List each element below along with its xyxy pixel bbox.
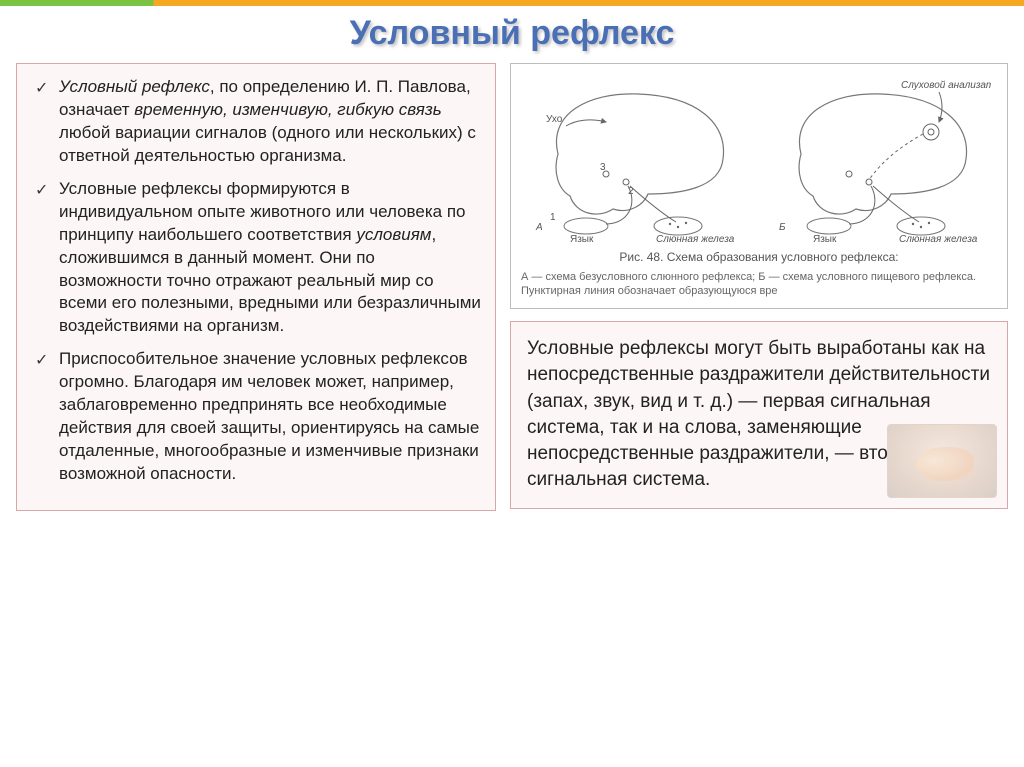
bullet-item: Условные рефлексы формируются в индивиду… xyxy=(31,178,481,339)
bullet-item: Приспособительное значение условных рефл… xyxy=(31,348,481,486)
panel-letter-b: Б xyxy=(779,222,786,233)
panel-letter-a: А xyxy=(535,222,543,233)
left-text-box: Условный рефлекс, по определению И. П. П… xyxy=(16,63,496,511)
bullet-list: Условный рефлекс, по определению И. П. П… xyxy=(31,76,481,486)
baby-photo xyxy=(887,424,997,498)
diagram-caption: Рис. 48. Схема образования условного реф… xyxy=(521,250,997,266)
right-text-box: Условные рефлексы могут быть выработаны … xyxy=(510,321,1008,508)
diagram-caption-title: Рис. 48. Схема образования условного реф… xyxy=(521,250,997,266)
gland-label-b: Слюнная железа xyxy=(899,234,978,244)
ear-label: Ухо xyxy=(546,114,563,125)
analyzer-label: Слуховой анализатор xyxy=(901,80,991,91)
bullet-item: Условный рефлекс, по определению И. П. П… xyxy=(31,76,481,168)
brain-diagram-a: Ухо 3 2 А Язык 1 Слюнная желез xyxy=(528,74,748,244)
content-row: Условный рефлекс, по определению И. П. П… xyxy=(0,63,1024,511)
diagram-box: Ухо 3 2 А Язык 1 Слюнная желез xyxy=(510,63,1008,309)
tongue-label: Язык xyxy=(570,234,594,244)
page-title: Условный рефлекс xyxy=(0,0,1024,63)
gland-label-a: Слюнная железа xyxy=(656,234,735,244)
right-column: Ухо 3 2 А Язык 1 Слюнная желез xyxy=(510,63,1008,511)
diagram-subcaption: А — схема безусловного слюнного рефлекса… xyxy=(521,270,997,299)
brain-diagram-b: Слуховой анализатор Б Язык Слюнная жел xyxy=(771,74,991,244)
svg-text:1: 1 xyxy=(550,212,556,223)
top-accent-bar xyxy=(0,0,1024,6)
tongue-label-b: Язык xyxy=(813,234,837,244)
svg-text:3: 3 xyxy=(600,162,606,173)
diagram-area: Ухо 3 2 А Язык 1 Слюнная желез xyxy=(521,74,997,244)
